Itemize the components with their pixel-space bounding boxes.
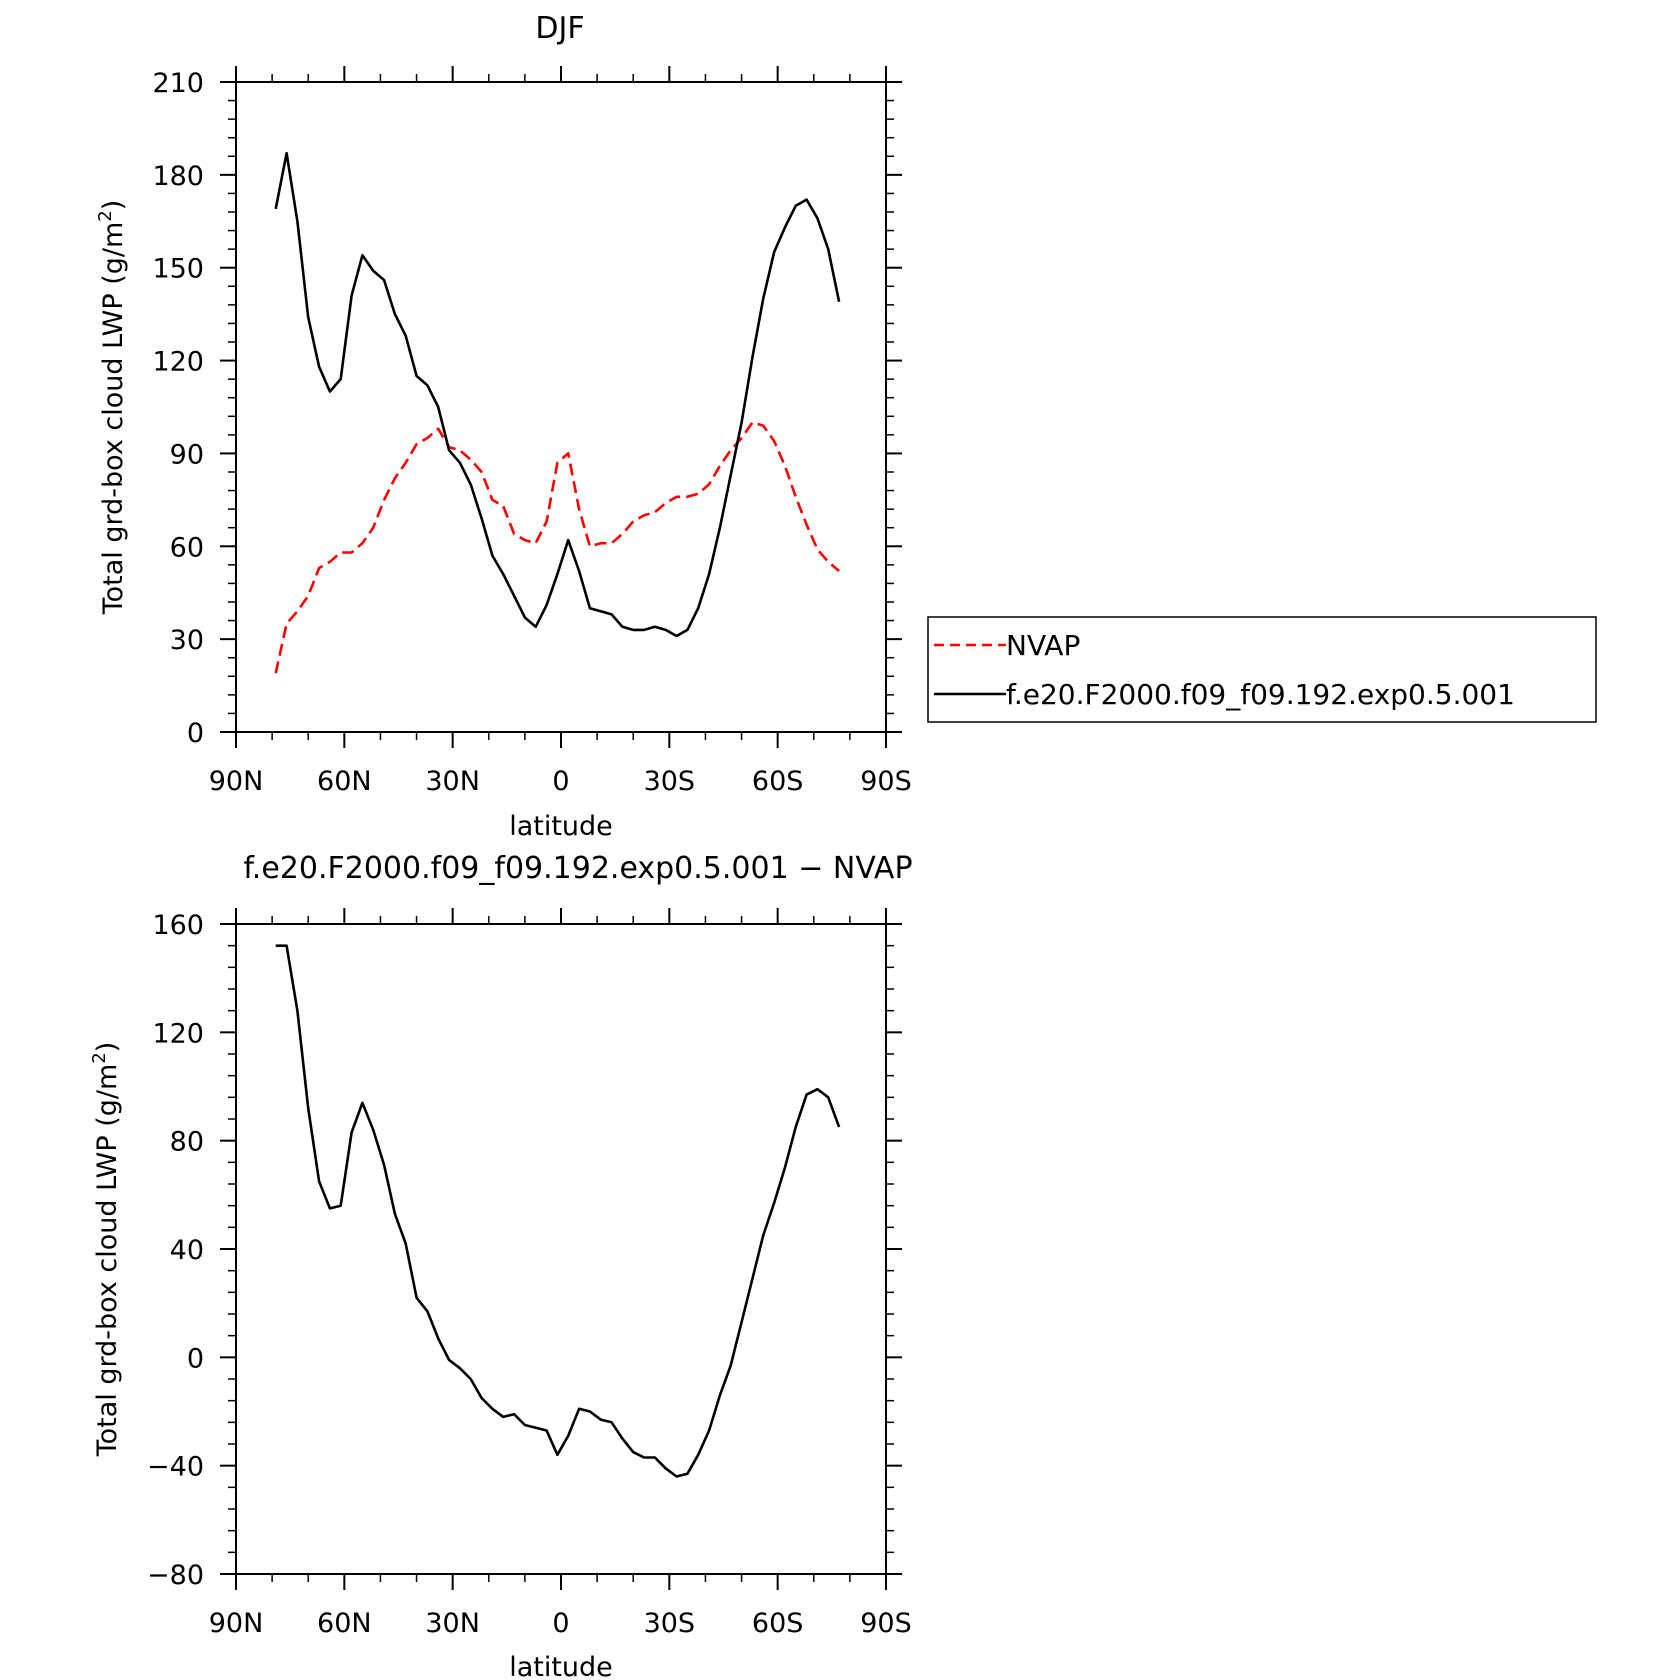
top-chart-axes: 90N 60N 30N 0 30S 60S 90S 0 30 60 90 120 150 180 210 [152,66,912,797]
x-tick-label: 60N [317,1608,372,1639]
x-tick-label: 30N [425,1608,480,1639]
x-tick-label: 60N [317,766,372,797]
bottom-chart-series-group [275,944,841,1478]
y-tick-label: 120 [152,1018,204,1049]
y-tick-label: 210 [152,68,204,99]
top-chart: DJF 90N 60N 30N 0 30S 60S 90S 0 30 60 90 120 150 180 2… [95,11,1597,842]
legend-model-label: f.e20.F2000.f09_f09.192.exp0.5.001 [1006,678,1515,711]
x-tick-label: 30S [644,766,696,797]
bottom-chart-y-axis-label-close: ) [92,1042,123,1053]
bottom-chart: f.e20.F2000.f09_f09.192.exp0.5.001 − NVA… [89,851,913,1680]
top-chart-y-axis-label: Total grd-box cloud LWP (g/m2) [95,200,129,616]
x-tick-label: 60S [752,1608,804,1639]
bottom-chart-axes: 90N 60N 30N 0 30S 60S 90S −80 −40 0 40 80 120 160 [147,908,912,1639]
top-chart-y-axis-label-close: ) [98,200,129,211]
x-tick-label: 90N [209,1608,264,1639]
x-tick-label: 30N [425,766,480,797]
bottom-chart-title: f.e20.F2000.f09_f09.192.exp0.5.001 − NVA… [243,851,912,886]
y-tick-label: 80 [170,1127,204,1158]
y-tick-label: 0 [187,718,204,749]
bottom-chart-x-axis-label: latitude [509,1652,613,1680]
y-tick-label: 160 [152,910,204,941]
y-tick-label: 90 [170,439,204,470]
top-chart-legend: NVAP f.e20.F2000.f09_f09.192.exp0.5.001 [927,616,1597,723]
series-line-f-e20-f2000-f09-f09-192-exp0-5-001 [274,151,841,638]
y-tick-label: 120 [152,347,204,378]
y-tick-label: −40 [147,1452,204,1483]
y-tick-label: 0 [187,1343,204,1374]
x-tick-label: 60S [752,766,804,797]
bottom-chart-y-axis-label-main: Total grd-box cloud LWP (g/m [92,1064,123,1458]
x-tick-label: 90S [860,1608,912,1639]
top-chart-y-axis-label-main: Total grd-box cloud LWP (g/m [98,222,129,616]
top-chart-title: DJF [535,11,584,46]
x-tick-label: 30S [644,1608,696,1639]
bottom-chart-y-axis-label: Total grd-box cloud LWP (g/m2) [89,1042,123,1458]
top-chart-plot-frame [235,81,887,733]
series-line-f-e20-f2000-f09-f09-192-exp0-5-001-nvap [275,944,841,1478]
y-tick-label: 30 [170,625,204,656]
top-chart-x-axis-label: latitude [509,811,613,842]
bottom-chart-y-axis-label-sup: 2 [89,1052,110,1063]
legend-box [927,616,1597,723]
top-chart-y-axis-label-sup: 2 [95,210,116,221]
y-tick-label: −80 [147,1560,204,1591]
x-tick-label: 90S [860,766,912,797]
x-tick-label: 0 [552,1608,569,1639]
top-chart-series-group [274,151,841,674]
x-tick-label: 90N [209,766,264,797]
x-tick-label: 0 [552,766,569,797]
series-line-nvap [274,421,840,674]
y-tick-label: 40 [170,1235,204,1266]
legend-nvap-label: NVAP [1006,629,1080,662]
y-tick-label: 150 [152,254,204,285]
bottom-chart-plot-frame [235,923,887,1575]
y-tick-label: 60 [170,532,204,563]
y-tick-label: 180 [152,161,204,192]
